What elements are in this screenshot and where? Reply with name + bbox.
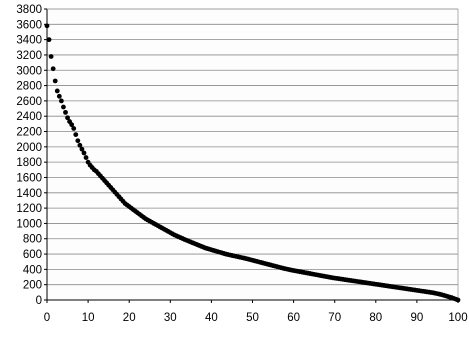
data-point xyxy=(71,126,77,131)
plot-background xyxy=(47,9,458,300)
axes xyxy=(44,8,459,303)
data-point xyxy=(75,138,81,144)
data-point xyxy=(77,142,83,148)
data-point xyxy=(81,150,87,156)
y-tick-label-1000: 1000 xyxy=(16,218,42,230)
y-tick-label-2400: 2400 xyxy=(16,111,42,123)
plot-area xyxy=(47,9,458,300)
data-point xyxy=(54,88,60,94)
data-point xyxy=(48,54,54,59)
data-series xyxy=(44,23,461,303)
y-tick-label-3000: 3000 xyxy=(16,65,42,77)
x-tick-label-40: 40 xyxy=(205,312,218,324)
x-tick-label-0: 0 xyxy=(44,312,50,324)
y-tick-label-2000: 2000 xyxy=(16,142,42,154)
y-tick-label-1200: 1200 xyxy=(16,203,42,215)
y-tick-label-2800: 2800 xyxy=(16,81,42,93)
y-tick-label-1600: 1600 xyxy=(16,172,42,184)
data-point xyxy=(50,66,56,72)
data-point xyxy=(455,297,461,303)
x-tick-label-30: 30 xyxy=(164,312,177,324)
data-point xyxy=(44,23,50,29)
y-tick-label-3800: 3800 xyxy=(16,4,42,16)
y-tick-label-2600: 2600 xyxy=(16,96,42,108)
x-tick-label-100: 100 xyxy=(448,312,467,324)
y-tick-label-400: 400 xyxy=(23,264,42,276)
data-point xyxy=(46,37,52,43)
x-tick-label-10: 10 xyxy=(82,312,95,324)
data-point xyxy=(52,78,58,84)
y-tick-label-600: 600 xyxy=(23,249,42,261)
y-tick-label-3400: 3400 xyxy=(16,35,42,47)
x-tick-label-90: 90 xyxy=(411,312,424,324)
data-point xyxy=(79,146,85,152)
x-axis-tick-labels: 0 10 20 30 40 50 60 70 80 90 100 xyxy=(44,312,468,324)
data-point xyxy=(69,122,75,128)
y-tick-label-0: 0 xyxy=(36,295,42,307)
y-tick-label-3600: 3600 xyxy=(16,19,42,31)
data-point xyxy=(58,98,64,104)
data-point xyxy=(65,115,70,121)
x-tick-label-80: 80 xyxy=(369,312,382,324)
y-axis-tick-labels: 0 200 400 600 800 1000 1200 1400 1600 1800 2000 220… xyxy=(16,4,42,307)
y-tick-label-800: 800 xyxy=(23,234,42,246)
y-tick-label-2200: 2200 xyxy=(16,127,42,139)
data-point xyxy=(73,132,79,137)
data-point xyxy=(83,155,89,160)
x-tick-label-50: 50 xyxy=(246,312,259,324)
data-point xyxy=(56,93,62,99)
data-point xyxy=(63,109,68,115)
x-tick-label-60: 60 xyxy=(287,312,300,324)
y-tick-label-3200: 3200 xyxy=(16,50,42,62)
y-tick-label-200: 200 xyxy=(23,280,42,292)
y-tick-label-1400: 1400 xyxy=(16,188,42,200)
x-tick-label-20: 20 xyxy=(123,312,136,324)
data-point xyxy=(61,104,66,110)
y-tick-label-1800: 1800 xyxy=(16,157,42,169)
x-tick-label-70: 70 xyxy=(328,312,341,324)
